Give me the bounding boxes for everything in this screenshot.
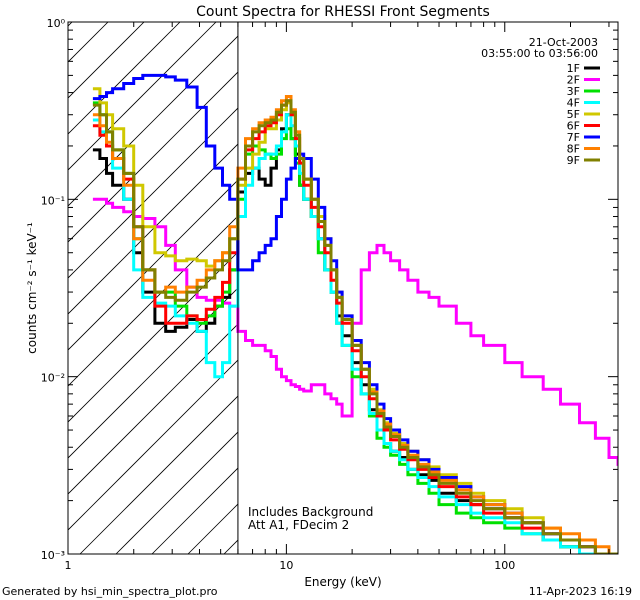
legend-label-1F: 1F [567,62,580,75]
hatch-line [332,0,640,554]
y-tick-labels: 10⁰ 10⁻¹ 10⁻² 10⁻³ [41,17,66,562]
date-header: 21-Oct-2003 [529,36,598,49]
y-tick-label: 10⁻³ [41,549,65,562]
legend-label-7F: 7F [567,131,580,144]
annotation-attenuator: Att A1, FDecim 2 [248,518,349,532]
hatch-line [68,179,238,351]
series-6F-line [92,99,618,554]
legend-label-4F: 4F [567,97,580,110]
legend-label-8F: 8F [567,143,580,156]
legend-label-6F: 6F [567,120,580,133]
hatch-line [68,35,238,207]
hatch-line [68,287,238,459]
hatch-line [68,107,238,279]
hatch-line [296,0,640,554]
hatch-line [68,251,238,423]
x-axis-label: Energy (keV) [304,575,381,589]
hatch-line [79,395,238,554]
hatch-line [68,143,238,315]
series-4F-line [92,113,618,554]
series-8F-line [92,95,618,554]
x-tick-label: 10 [279,559,293,572]
hatch-line [68,22,109,63]
time-range-header: 03:55:00 to 03:56:00 [481,47,598,60]
series-3F-line [92,101,618,554]
chart-title: Count Spectra for RHESSI Front Segments [196,4,490,20]
hatch-line [548,0,640,554]
y-tick-label: 10⁰ [47,17,66,30]
legend-label-3F: 3F [567,85,580,98]
x-tick-label: 100 [494,559,515,572]
hatch-line [68,359,238,531]
hatch-line [440,0,640,554]
footer-timestamp: 11-Apr-2023 16:19 [529,585,632,598]
hatch-line [584,0,640,554]
hatch-line [68,323,238,495]
legend-label-9F: 9F [567,154,580,167]
plot-frame [67,21,619,555]
series-9F-line [92,99,618,554]
hatch-line [68,22,181,135]
hatch-line [476,0,640,554]
series-2F-line [92,197,618,466]
series-7F-line [92,73,618,554]
series-layer [92,73,618,554]
y-tick-label: 10⁻² [41,372,65,385]
hatched-region [0,0,640,554]
hatch-line [260,0,640,554]
annotation-background: Includes Background [248,505,373,519]
hatch-line [68,22,217,171]
axis-ticks [67,21,618,555]
hatch-line [68,215,238,387]
y-axis-label: counts cm⁻² s⁻¹ keV⁻¹ [25,222,39,354]
hatch-line [620,0,640,554]
series-1F-line [92,113,618,554]
hatch-line [68,71,238,243]
hatch-line [115,431,238,554]
hatch-line [68,22,145,99]
legend-label-2F: 2F [567,74,580,87]
x-tick-label: 1 [65,559,72,572]
y-tick-label: 10⁻¹ [41,194,65,207]
legend-label-5F: 5F [567,108,580,121]
footer-generated-by: Generated by hsi_min_spectra_plot.pro [2,585,218,598]
x-tick-labels: 1 10 100 [65,559,516,572]
hatch-line [0,0,104,554]
